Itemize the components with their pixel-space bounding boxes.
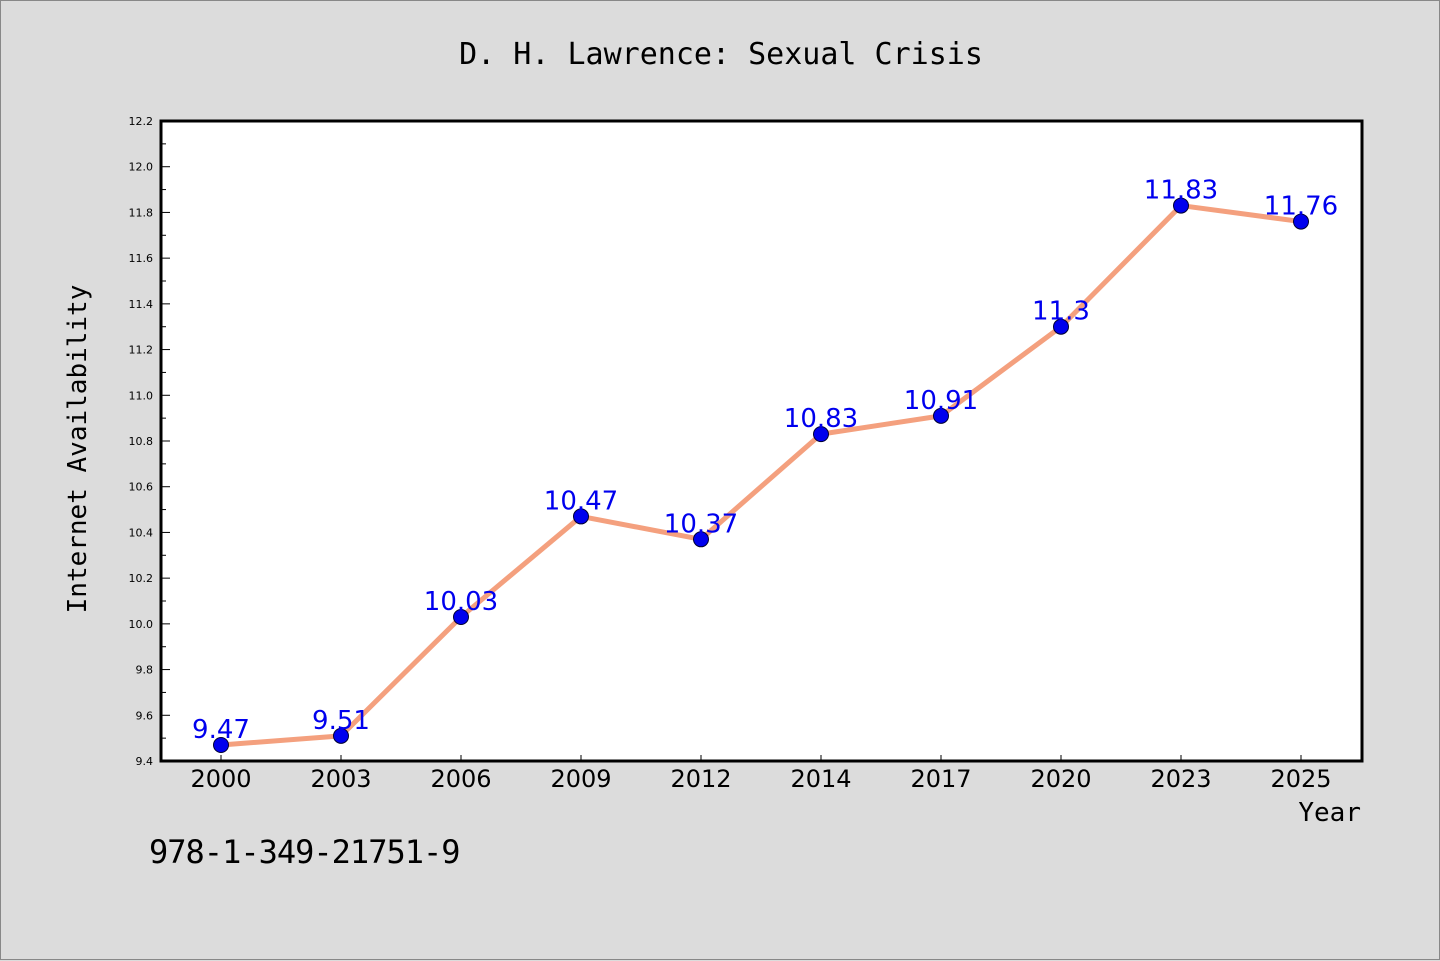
y-tick-label: 12.2: [129, 115, 154, 128]
isbn-text: 978-1-349-21751-9: [149, 833, 461, 871]
data-point: [1053, 318, 1069, 335]
y-tick-label: 10.2: [129, 572, 154, 585]
y-axis: 9.4 9.6 9.8 10.0 10.2 10.4 10.6 10.8 11.0 11.2 11.…: [129, 115, 170, 768]
y-tick-label: 11.0: [129, 389, 154, 402]
x-tick-label: 2006: [430, 765, 491, 793]
y-tick-label: 11.6: [129, 252, 154, 265]
y-tick-label: 9.8: [136, 664, 154, 677]
data-label: 11.83: [1144, 176, 1218, 206]
data-point: [933, 407, 949, 424]
data-label: 9.51: [312, 706, 370, 736]
data-label: 10.47: [544, 486, 618, 516]
x-tick-label: 2014: [790, 765, 851, 793]
y-axis-label: Internet Availability: [63, 285, 93, 614]
data-label: 9.47: [192, 715, 250, 745]
y-tick-label: 10.6: [129, 481, 154, 494]
x-tick-label: 2003: [310, 765, 371, 793]
data-label: 11.76: [1264, 192, 1338, 222]
y-tick-label: 10.8: [129, 435, 154, 448]
series-layer: 9.47 9.51 10.03 10.47 10.37 10.83 10.91 11.3 11.…: [192, 176, 1338, 753]
x-axis: 2000 2003 2006 2009 2012 2014 2017 2020 2023 2025: [190, 755, 1332, 793]
x-axis-label: Year: [1298, 798, 1361, 828]
y-tick-label: 12.0: [129, 161, 154, 174]
data-point: [213, 737, 229, 753]
x-tick-label: 2025: [1270, 765, 1331, 793]
data-point: [1293, 213, 1309, 230]
y-tick-label: 9.6: [136, 709, 154, 722]
data-point: [693, 531, 709, 548]
data-point: [453, 609, 469, 625]
data-point: [573, 508, 589, 525]
y-tick-label: 10.4: [129, 526, 154, 539]
x-tick-label: 2020: [1030, 765, 1091, 793]
series-line: [218, 203, 1304, 748]
x-tick-label: 2017: [910, 765, 971, 793]
data-label: 10.03: [424, 587, 498, 617]
data-label: 10.83: [784, 404, 858, 434]
y-tick-label: 11.4: [129, 298, 154, 311]
y-tick-label: 10.0: [129, 618, 154, 631]
x-tick-label: 2009: [550, 765, 611, 793]
x-tick-label: 2012: [670, 765, 731, 793]
y-tick-label: 11.2: [129, 344, 154, 357]
data-point: [333, 727, 349, 744]
chart-title: D. H. Lawrence: Sexual Crisis: [459, 37, 983, 72]
y-tick-label: 11.8: [129, 206, 154, 219]
x-tick-label: 2023: [1150, 765, 1211, 793]
y-tick-label: 9.4: [136, 755, 154, 768]
data-label: 11.3: [1032, 297, 1090, 327]
data-point: [813, 426, 829, 443]
plot-area: [159, 119, 1364, 763]
data-point: [1173, 197, 1189, 214]
x-tick-label: 2000: [190, 765, 251, 793]
data-label: 10.37: [664, 509, 738, 539]
data-label: 10.91: [904, 386, 978, 416]
